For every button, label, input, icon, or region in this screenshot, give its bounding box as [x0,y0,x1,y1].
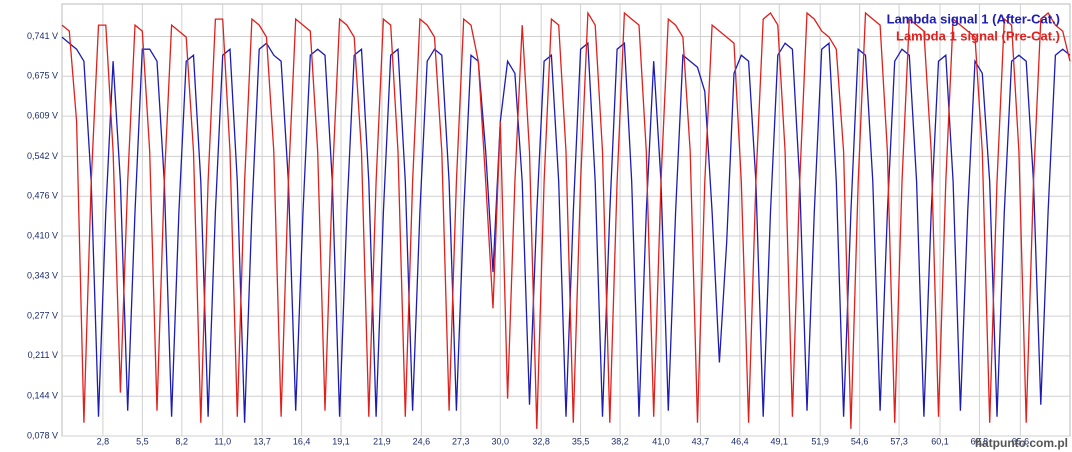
series-line [61,10,1071,429]
x-tick-label: 24,6 [413,436,431,446]
x-tick-label: 43,7 [692,436,710,446]
x-tick-label: 32,8 [532,436,550,446]
x-tick-label: 30,0 [491,436,509,446]
x-tick-label: 21,9 [373,436,391,446]
x-tick-label: 62,8 [971,436,989,446]
x-tick-label: 11,0 [214,436,231,446]
y-tick-label: 0,144 V [27,391,58,401]
x-tick-label: 49,1 [771,436,789,446]
y-tick-label: 0,609 V [27,110,58,120]
legend-label: Lambda 1 signal (Pre-Cat.) [896,28,1060,43]
y-tick-label: 0,343 V [27,271,58,281]
x-tick-label: 35,5 [572,436,590,446]
x-tick-label: 57,3 [890,436,908,446]
x-tick-label: 54,6 [851,436,869,446]
series-line [61,36,1071,423]
x-tick-label: 27,3 [452,436,470,446]
y-tick-label: 0,542 V [27,151,58,161]
x-tick-label: 46,4 [731,436,749,446]
x-tick-label: 51,9 [811,436,829,446]
x-tick-label: 38,2 [611,436,629,446]
y-tick-label: 0,675 V [27,71,58,81]
y-tick-label: 0,410 V [27,230,58,240]
y-tick-label: 0,211 V [28,350,58,360]
x-tick-label: 16,4 [293,436,311,446]
x-tick-label: 2,8 [97,436,110,446]
x-tick-label: 65,6 [1012,436,1030,446]
y-tick-label: 0,277 V [27,310,58,320]
legend-label: Lambda signal 1 (After-Cat.) [887,11,1060,26]
y-tick-label: 0,078 V [27,430,58,440]
x-tick-label: 13,7 [253,436,271,446]
y-tick-label: 0,476 V [27,191,58,201]
x-tick-label: 8,2 [176,436,189,446]
y-tick-label: 0,741 V [27,31,58,41]
x-tick-label: 19,1 [332,436,350,446]
watermark: fiatpunto.com.pl [975,436,1068,450]
x-tick-label: 5,5 [136,436,149,446]
x-tick-label: 60,1 [931,436,949,446]
x-tick-label: 41,0 [652,436,670,446]
